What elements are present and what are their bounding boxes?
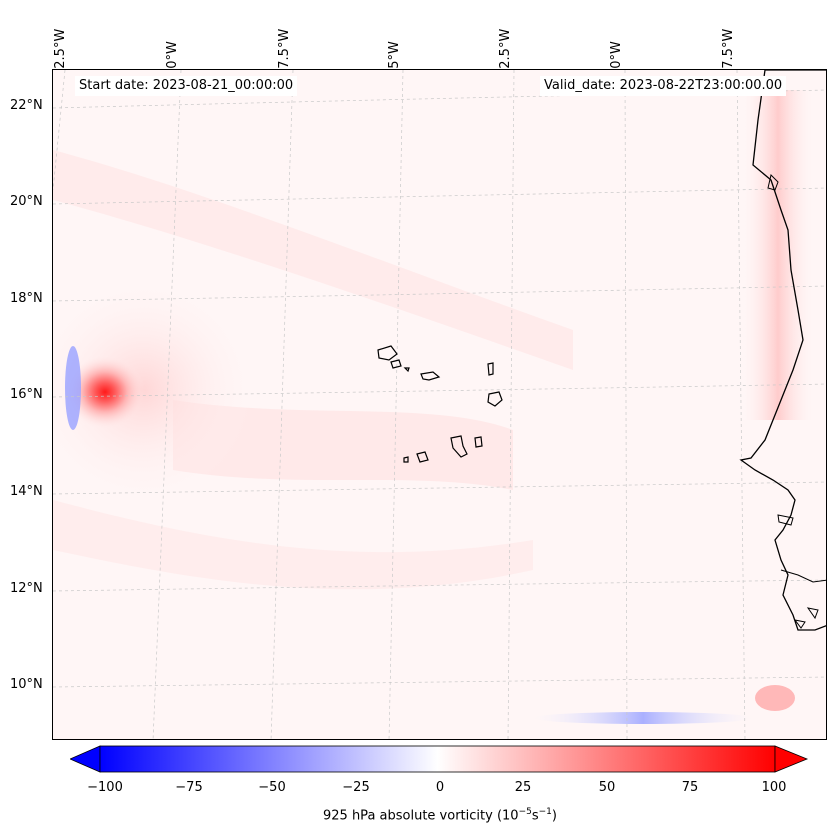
island-maio bbox=[474, 436, 483, 448]
lat-label-20n: 20°N bbox=[10, 194, 43, 209]
cyclone-core bbox=[65, 356, 145, 428]
negative-vorticity-streak bbox=[65, 346, 81, 430]
start-date-label: Start date: 2023-08-21_00:00:00 bbox=[75, 76, 298, 96]
valid-date-label: Valid_date: 2023-08-22T23:00:00.00 bbox=[540, 76, 787, 96]
island-brava bbox=[403, 456, 409, 463]
colorbar-label: 925 hPa absolute vorticity (10−5s−1) bbox=[323, 807, 557, 824]
island-sao-vicente bbox=[390, 359, 402, 369]
colorbar-right-extension bbox=[774, 745, 809, 773]
africa-coastline bbox=[739, 70, 826, 631]
lat-label-18n: 18°N bbox=[10, 291, 43, 306]
island-sal bbox=[487, 362, 494, 376]
cape-verde-islands bbox=[377, 345, 503, 463]
southern-positive-spot bbox=[755, 685, 795, 711]
vorticity-map bbox=[52, 69, 827, 740]
vorticity-band-north bbox=[53, 150, 573, 370]
lat-label-16n: 16°N bbox=[10, 387, 43, 402]
cbar-tick-100: 100 bbox=[761, 780, 787, 795]
bijagos-islands bbox=[793, 607, 819, 629]
island-boa-vista bbox=[487, 391, 503, 407]
colorbar bbox=[70, 745, 809, 773]
graticule bbox=[53, 70, 826, 739]
island-santo-antao bbox=[377, 345, 398, 361]
vorticity-band-mid bbox=[173, 400, 513, 490]
lat-label-22n: 22°N bbox=[10, 98, 43, 113]
cbar-tick-0: 0 bbox=[435, 780, 445, 795]
cbar-tick-neg50: −50 bbox=[258, 780, 286, 795]
island-sao-nicolau bbox=[420, 371, 441, 381]
vorticity-band-south bbox=[53, 500, 533, 590]
lat-label-14n: 14°N bbox=[10, 484, 43, 499]
island-santiago bbox=[450, 435, 468, 458]
lat-label-12n: 12°N bbox=[10, 581, 43, 596]
guinea-bissau-coast bbox=[780, 569, 826, 583]
colorbar-left-extension bbox=[70, 745, 101, 773]
cbar-tick-25: 25 bbox=[514, 780, 532, 795]
senegal-estuary bbox=[777, 514, 794, 526]
cape-blanc bbox=[767, 174, 779, 191]
colorbar-body bbox=[99, 745, 776, 773]
map-canvas bbox=[53, 70, 826, 739]
cbar-tick-neg25: −25 bbox=[342, 780, 370, 795]
southern-negative-streak bbox=[533, 712, 753, 724]
cbar-tick-50: 50 bbox=[598, 780, 616, 795]
lat-label-10n: 10°N bbox=[10, 677, 43, 692]
cbar-tick-75: 75 bbox=[681, 780, 699, 795]
island-santa-luzia bbox=[403, 367, 410, 373]
cbar-tick-neg75: −75 bbox=[175, 780, 203, 795]
cbar-tick-neg100: −100 bbox=[87, 780, 123, 795]
coastal-vorticity-band bbox=[743, 90, 813, 420]
cyclone-outer bbox=[53, 280, 253, 500]
island-fogo bbox=[416, 451, 429, 463]
